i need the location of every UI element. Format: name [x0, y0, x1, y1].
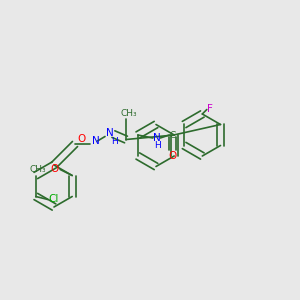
Text: CH₃: CH₃ — [121, 110, 137, 118]
Text: N: N — [106, 128, 113, 139]
Text: Cl: Cl — [49, 194, 59, 205]
Text: O: O — [50, 164, 58, 175]
Text: F: F — [207, 104, 213, 115]
Text: CH₃: CH₃ — [29, 165, 46, 174]
Text: O: O — [168, 151, 176, 161]
Text: H: H — [154, 141, 161, 150]
Text: C: C — [169, 130, 176, 140]
Text: H: H — [111, 136, 117, 146]
Text: N: N — [92, 136, 100, 146]
Text: O: O — [77, 134, 85, 145]
Text: N: N — [153, 133, 161, 143]
